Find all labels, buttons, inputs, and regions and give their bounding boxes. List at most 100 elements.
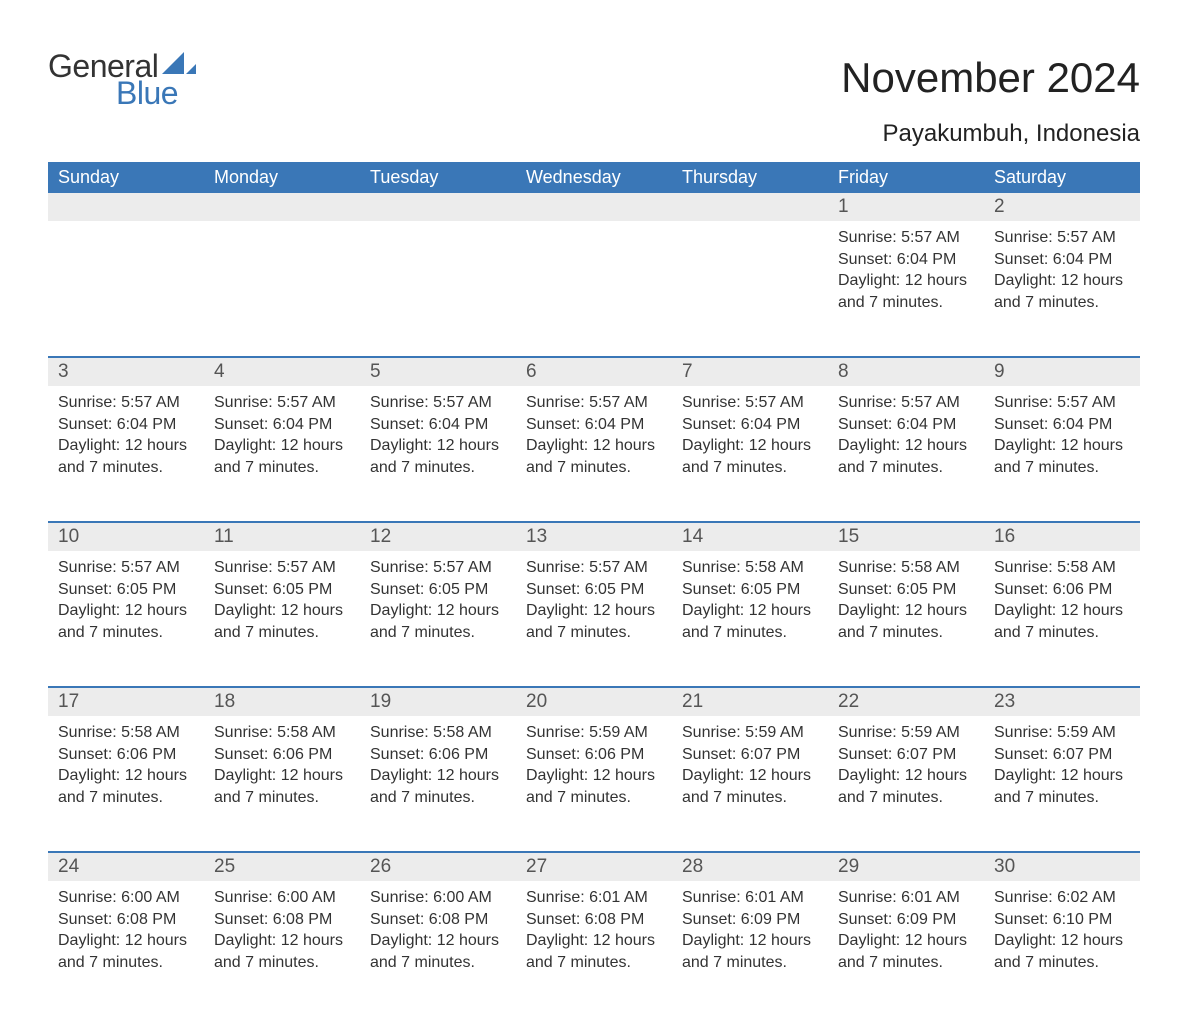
sunset-text: Sunset: 6:06 PM <box>994 579 1130 601</box>
sunrise-text: Sunrise: 5:57 AM <box>838 392 974 414</box>
day-cell: Sunrise: 5:57 AMSunset: 6:04 PMDaylight:… <box>672 386 828 521</box>
brand-word-2: Blue <box>116 75 178 112</box>
daynum-row: 10111213141516 <box>48 521 1140 551</box>
day-cell: Sunrise: 6:02 AMSunset: 6:10 PMDaylight:… <box>984 881 1140 1016</box>
daynum-row: 24252627282930 <box>48 851 1140 881</box>
sunset-text: Sunset: 6:06 PM <box>58 744 194 766</box>
day-number: 6 <box>516 358 672 386</box>
day-number: 25 <box>204 853 360 881</box>
sunrise-text: Sunrise: 5:57 AM <box>370 557 506 579</box>
daylight-text: Daylight: 12 hours and 7 minutes. <box>370 765 506 808</box>
weekday-header: Friday <box>828 162 984 193</box>
day-number: 17 <box>48 688 204 716</box>
day-number: 24 <box>48 853 204 881</box>
daylight-text: Daylight: 12 hours and 7 minutes. <box>994 930 1130 973</box>
sunset-text: Sunset: 6:05 PM <box>838 579 974 601</box>
sunrise-text: Sunrise: 5:59 AM <box>526 722 662 744</box>
sunset-text: Sunset: 6:05 PM <box>526 579 662 601</box>
day-number: 23 <box>984 688 1140 716</box>
sunset-text: Sunset: 6:07 PM <box>994 744 1130 766</box>
day-cell: Sunrise: 5:57 AMSunset: 6:04 PMDaylight:… <box>984 386 1140 521</box>
sunrise-text: Sunrise: 5:57 AM <box>682 392 818 414</box>
daylight-text: Daylight: 12 hours and 7 minutes. <box>838 930 974 973</box>
week-row: Sunrise: 5:58 AM Sunset: 6:06 PM Daylight:… <box>48 716 1140 851</box>
daylight-text: Daylight: 12 hours and 7 minutes. <box>526 930 662 973</box>
day-cell: Sunrise: 5:57 AMSunset: 6:04 PMDaylight:… <box>204 386 360 521</box>
sunrise-text: Sunrise: 5:57 AM <box>58 392 194 414</box>
weekday-header: Tuesday <box>360 162 516 193</box>
day-cell: Sunrise: 5:57 AMSunset: 6:04 PMDaylight:… <box>48 386 204 521</box>
day-cell: Sunrise: 5:57 AMSunset: 6:05 PMDaylight:… <box>516 551 672 686</box>
daylight-text: Daylight: 12 hours and 7 minutes. <box>838 435 974 478</box>
sunset-text: Sunset: 6:08 PM <box>526 909 662 931</box>
sunset-text: Sunset: 6:07 PM <box>682 744 818 766</box>
day-cell: Sunrise: 5:58 AMSunset: 6:06 PMDaylight:… <box>48 716 204 851</box>
day-cell <box>672 221 828 356</box>
day-cell: Sunrise: 5:57 AMSunset: 6:05 PMDaylight:… <box>48 551 204 686</box>
daylight-text: Daylight: 12 hours and 7 minutes. <box>370 930 506 973</box>
sunrise-text: Sunrise: 5:57 AM <box>994 227 1130 249</box>
sunrise-text: Sunrise: 5:57 AM <box>214 557 350 579</box>
sunset-text: Sunset: 6:09 PM <box>682 909 818 931</box>
day-number: 7 <box>672 358 828 386</box>
day-cell: Sunrise: 5:58 AMSunset: 6:05 PMDaylight:… <box>672 551 828 686</box>
daylight-text: Daylight: 12 hours and 7 minutes. <box>994 435 1130 478</box>
sunset-text: Sunset: 6:04 PM <box>994 249 1130 271</box>
daylight-text: Daylight: 12 hours and 7 minutes. <box>682 765 818 808</box>
day-number <box>516 193 672 221</box>
daylight-text: Daylight: 12 hours and 7 minutes. <box>994 600 1130 643</box>
day-cell: Sunrise: 5:57 AMSunset: 6:04 PMDaylight:… <box>516 386 672 521</box>
daylight-text: Daylight: 12 hours and 7 minutes. <box>838 270 974 313</box>
sunrise-text: Sunrise: 6:01 AM <box>682 887 818 909</box>
day-number: 30 <box>984 853 1140 881</box>
daylight-text: Daylight: 12 hours and 7 minutes. <box>58 435 194 478</box>
day-cell: Sunrise: 5:59 AMSunset: 6:06 PMDaylight:… <box>516 716 672 851</box>
sunrise-text: Sunrise: 6:00 AM <box>214 887 350 909</box>
sunset-text: Sunset: 6:04 PM <box>838 249 974 271</box>
day-number: 1 <box>828 193 984 221</box>
weekday-header: Monday <box>204 162 360 193</box>
sunset-text: Sunset: 6:04 PM <box>58 414 194 436</box>
weekday-header: Saturday <box>984 162 1140 193</box>
day-cell: Sunrise: 5:57 AMSunset: 6:04 PMDaylight:… <box>984 221 1140 356</box>
sunrise-text: Sunrise: 6:00 AM <box>370 887 506 909</box>
day-cell: Sunrise: 5:59 AMSunset: 6:07 PMDaylight:… <box>672 716 828 851</box>
location: Payakumbuh, Indonesia <box>841 120 1140 148</box>
sunrise-text: Sunrise: 6:01 AM <box>526 887 662 909</box>
day-cell: Sunrise: 6:00 AMSunset: 6:08 PMDaylight:… <box>360 881 516 1016</box>
day-number: 19 <box>360 688 516 716</box>
day-number <box>204 193 360 221</box>
sunset-text: Sunset: 6:05 PM <box>214 579 350 601</box>
sunrise-text: Sunrise: 5:57 AM <box>58 557 194 579</box>
day-number: 11 <box>204 523 360 551</box>
day-cell: Sunrise: 5:58 AMSunset: 6:06 PMDaylight:… <box>984 551 1140 686</box>
daylight-text: Daylight: 12 hours and 7 minutes. <box>682 930 818 973</box>
sunrise-text: Sunrise: 5:59 AM <box>682 722 818 744</box>
sunrise-text: Sunrise: 5:58 AM <box>682 557 818 579</box>
day-cell <box>360 221 516 356</box>
daylight-text: Daylight: 12 hours and 7 minutes. <box>682 600 818 643</box>
daylight-text: Daylight: 12 hours and 7 minutes. <box>214 930 350 973</box>
sunrise-text: Sunrise: 5:58 AM <box>994 557 1130 579</box>
weekday-header: Thursday <box>672 162 828 193</box>
day-cell: Sunrise: 6:00 AMSunset: 6:08 PMDaylight:… <box>204 881 360 1016</box>
day-number: 10 <box>48 523 204 551</box>
calendar: SundayMondayTuesdayWednesdayThursdayFrid… <box>48 162 1140 1016</box>
calendar-body: 12Sunrise: 5:57 AMSunset: 6:04 PMDayligh… <box>48 193 1140 1016</box>
day-cell: Sunrise: 5:59 AMSunset: 6:07 PMDaylight:… <box>984 716 1140 851</box>
day-cell: Sunrise: 6:00 AMSunset: 6:08 PMDaylight:… <box>48 881 204 1016</box>
daylight-text: Daylight: 12 hours and 7 minutes. <box>214 600 350 643</box>
sunset-text: Sunset: 6:04 PM <box>994 414 1130 436</box>
sunrise-text: Sunrise: 5:58 AM <box>370 722 506 744</box>
month-title: November 2024 <box>841 54 1140 102</box>
title-block: November 2024 Payakumbuh, Indonesia <box>841 24 1140 148</box>
day-number: 28 <box>672 853 828 881</box>
day-number: 16 <box>984 523 1140 551</box>
week-row: Sunrise: 5:57 AMSunset: 6:05 PMDaylight:… <box>48 551 1140 686</box>
daylight-text: Daylight: 12 hours and 7 minutes. <box>214 435 350 478</box>
daynum-row: 3456789 <box>48 356 1140 386</box>
day-number: 20 <box>516 688 672 716</box>
sunset-text: Sunset: 6:06 PM <box>526 744 662 766</box>
daylight-text: Daylight: 12 hours and 7 minutes. <box>58 600 194 643</box>
day-number: 14 <box>672 523 828 551</box>
